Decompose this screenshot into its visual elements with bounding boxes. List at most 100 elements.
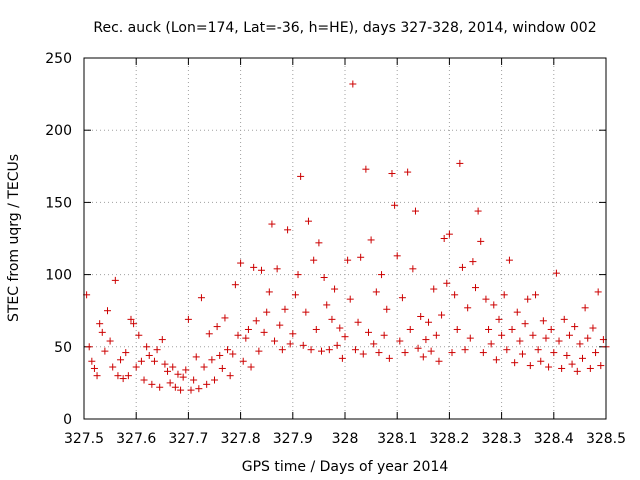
data-point xyxy=(213,323,221,331)
data-point xyxy=(456,159,464,167)
data-point xyxy=(156,383,164,391)
data-point xyxy=(422,336,430,344)
data-point xyxy=(137,357,145,365)
data-point xyxy=(359,350,367,358)
data-point xyxy=(349,80,357,88)
data-point xyxy=(341,333,349,341)
data-point xyxy=(276,321,284,329)
data-point xyxy=(231,281,239,289)
y-tick-label: 150 xyxy=(45,195,72,211)
data-point xyxy=(323,301,331,309)
data-point xyxy=(150,357,158,365)
data-point xyxy=(242,334,250,342)
data-point xyxy=(250,263,258,271)
data-point xyxy=(568,360,576,368)
data-point xyxy=(417,312,425,320)
data-point xyxy=(284,226,292,234)
data-point xyxy=(448,349,456,357)
x-tick-label: 328 xyxy=(332,431,359,447)
y-tick-label: 250 xyxy=(45,51,72,67)
data-point xyxy=(490,301,498,309)
data-point xyxy=(124,372,132,380)
data-point xyxy=(571,323,579,331)
data-point xyxy=(367,236,375,244)
data-point xyxy=(252,317,260,325)
y-tick-label: 50 xyxy=(54,340,72,356)
data-point xyxy=(474,207,482,215)
data-point xyxy=(409,265,417,273)
y-tick-label: 100 xyxy=(45,268,72,284)
data-point xyxy=(586,364,594,372)
data-point xyxy=(119,375,127,383)
data-point xyxy=(203,380,211,388)
data-point xyxy=(401,349,409,357)
data-point xyxy=(312,325,320,333)
data-point xyxy=(205,330,213,338)
data-point xyxy=(174,370,182,378)
data-point xyxy=(487,340,495,348)
data-point xyxy=(346,295,354,303)
data-point xyxy=(171,383,179,391)
x-tick-label: 327.9 xyxy=(273,431,313,447)
data-point xyxy=(372,288,380,296)
data-point xyxy=(555,337,563,345)
data-point xyxy=(427,347,435,355)
data-point xyxy=(357,253,365,261)
data-point xyxy=(451,291,459,299)
data-point xyxy=(573,367,581,375)
data-point xyxy=(513,308,521,316)
data-point xyxy=(310,256,318,264)
data-point xyxy=(537,357,545,365)
data-point xyxy=(414,344,422,352)
data-point xyxy=(552,269,560,277)
data-point xyxy=(122,349,130,357)
data-point xyxy=(516,337,524,345)
data-point xyxy=(244,325,252,333)
data-point xyxy=(589,324,597,332)
data-point xyxy=(291,291,299,299)
data-point xyxy=(592,349,600,357)
data-point xyxy=(545,363,553,371)
data-point xyxy=(385,354,393,362)
data-point xyxy=(435,357,443,365)
data-point xyxy=(477,237,485,245)
data-point xyxy=(208,356,216,364)
data-point xyxy=(344,256,352,264)
data-point xyxy=(166,379,174,387)
data-point xyxy=(182,366,190,374)
data-point xyxy=(524,295,532,303)
data-point xyxy=(466,334,474,342)
data-point xyxy=(458,263,466,271)
data-point xyxy=(333,341,341,349)
data-point xyxy=(550,349,558,357)
data-point xyxy=(565,331,573,339)
data-point xyxy=(268,220,276,228)
data-point xyxy=(383,305,391,313)
data-point xyxy=(492,356,500,364)
x-tick-label: 328.2 xyxy=(429,431,469,447)
data-point xyxy=(145,351,153,359)
data-point xyxy=(318,347,326,355)
data-point xyxy=(547,325,555,333)
data-point xyxy=(378,271,386,279)
data-point xyxy=(98,328,106,336)
data-point xyxy=(211,376,218,384)
data-point xyxy=(325,346,333,354)
data-point xyxy=(472,284,479,292)
data-point xyxy=(498,331,506,339)
data-point xyxy=(443,279,451,287)
data-point xyxy=(190,376,198,384)
data-point xyxy=(88,357,96,365)
data-point xyxy=(132,363,140,371)
data-point xyxy=(229,350,237,358)
data-point xyxy=(239,357,247,365)
data-point xyxy=(106,337,114,345)
data-point xyxy=(315,239,323,247)
data-point xyxy=(461,346,469,354)
grid-lines xyxy=(84,58,606,419)
data-point xyxy=(518,350,526,358)
data-point xyxy=(184,315,192,323)
data-point xyxy=(114,372,122,380)
